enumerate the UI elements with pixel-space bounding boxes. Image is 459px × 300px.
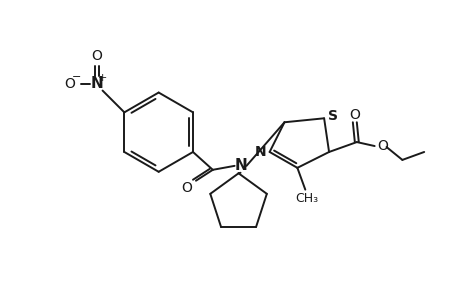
Text: O: O [64, 76, 75, 91]
Text: −: − [72, 72, 81, 82]
Text: N: N [90, 76, 103, 91]
Text: N: N [234, 158, 246, 173]
Text: N: N [254, 145, 266, 159]
Text: +: + [98, 73, 107, 83]
Text: S: S [327, 109, 337, 123]
Text: O: O [349, 108, 359, 122]
Text: O: O [91, 49, 102, 63]
Text: O: O [181, 181, 192, 195]
Text: O: O [376, 139, 387, 153]
Text: CH₃: CH₃ [295, 192, 318, 205]
